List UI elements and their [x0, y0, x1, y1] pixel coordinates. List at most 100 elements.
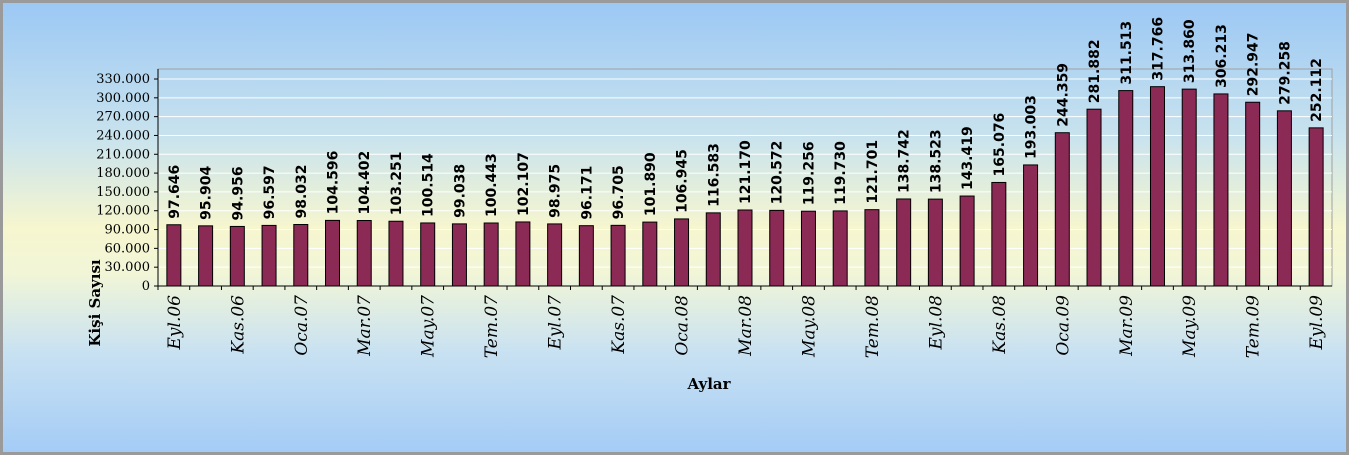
- bar: [1054, 132, 1070, 287]
- bar: [1181, 88, 1197, 287]
- data-label: 106.945: [675, 149, 691, 213]
- bar: [261, 224, 277, 287]
- bar: [864, 209, 880, 287]
- data-label: 98.032: [294, 164, 310, 218]
- bar: [927, 198, 943, 287]
- data-label: 116.583: [706, 143, 722, 207]
- x-tick-label: Oca.09: [1053, 295, 1073, 356]
- data-label: 292.947: [1246, 32, 1262, 96]
- y-tick-label: 150.000: [96, 185, 150, 200]
- x-tick-label: Kas.06: [228, 295, 248, 355]
- bar: [1118, 90, 1134, 287]
- y-tick-label: 120.000: [96, 204, 150, 219]
- data-label: 121.701: [865, 140, 881, 204]
- x-tick-label: Mar.08: [736, 295, 756, 357]
- x-tick-label: Tem.09: [1244, 295, 1264, 358]
- data-label: 138.523: [928, 129, 944, 193]
- bar: [991, 181, 1007, 287]
- bar: [293, 224, 309, 287]
- bar: [1276, 110, 1292, 287]
- bar: [705, 212, 721, 287]
- bar: [1245, 101, 1261, 287]
- data-label: 281.882: [1087, 39, 1103, 103]
- x-tick-label: Kas.08: [990, 295, 1010, 355]
- x-axis-title: Aylar: [686, 375, 731, 393]
- bar: [420, 222, 436, 287]
- data-label: 98.975: [548, 164, 564, 218]
- bar: [896, 198, 912, 287]
- x-tick-label: Eyl.08: [926, 295, 946, 351]
- data-label: 138.742: [897, 129, 913, 193]
- y-tick-label: 210.000: [96, 147, 150, 162]
- data-labels: 97.646 95.904 94.956 96.597 98.032 104.596 104…: [167, 17, 1325, 221]
- bar: [451, 223, 467, 287]
- x-axis-ticks: Eyl.06 Kas.06 Oca.07 Mar.07 May.07 Tem.07 Eyl.…: [157, 286, 1327, 358]
- y-tick-label: 330.000: [96, 72, 150, 87]
- data-label: 143.419: [960, 126, 976, 190]
- data-label: 313.860: [1182, 19, 1198, 83]
- bar: [1149, 86, 1165, 287]
- data-label: 120.572: [770, 141, 786, 205]
- bar: [1086, 108, 1102, 287]
- gridlines: [158, 78, 1332, 268]
- bar: [642, 221, 658, 287]
- data-label: 244.359: [1055, 63, 1071, 127]
- data-label: 104.402: [357, 151, 373, 215]
- bar: [674, 218, 690, 287]
- x-tick-label: Kas.07: [609, 295, 629, 355]
- bar: [832, 210, 848, 287]
- data-label: 94.956: [230, 166, 246, 220]
- y-tick-label: 240.000: [96, 128, 150, 143]
- data-label: 104.596: [326, 151, 342, 215]
- data-label: 96.171: [579, 166, 595, 220]
- data-label: 119.730: [833, 141, 849, 205]
- bar: [610, 224, 626, 287]
- data-label: 96.597: [262, 165, 278, 219]
- x-tick-label: Oca.08: [673, 295, 693, 356]
- data-label: 100.514: [421, 153, 437, 217]
- data-label: 103.251: [389, 151, 405, 215]
- bar: [1213, 93, 1229, 287]
- data-label: 279.258: [1277, 41, 1293, 105]
- bar: [959, 195, 975, 287]
- x-tick-label: May.09: [1180, 295, 1200, 358]
- data-label: 96.705: [611, 165, 627, 219]
- data-label: 306.213: [1214, 24, 1230, 88]
- data-label: 99.038: [452, 164, 468, 218]
- data-label: 311.513: [1119, 21, 1135, 85]
- bar: [800, 210, 816, 287]
- bar: [737, 209, 753, 287]
- y-axis-ticks: 0 30.000 60.000 90.000 120.000 150.000 180.000…: [96, 72, 158, 294]
- y-tick-label: 60.000: [105, 241, 151, 256]
- y-tick-label: 90.000: [105, 223, 151, 238]
- bar-chart: 0 30.000 60.000 90.000 120.000 150.000 180.000…: [86, 17, 1333, 393]
- data-label: 317.766: [1150, 17, 1166, 81]
- bar: [483, 222, 499, 287]
- y-tick-label: 300.000: [96, 91, 150, 106]
- data-label: 97.646: [167, 165, 183, 219]
- y-tick-label: 30.000: [105, 260, 151, 275]
- bar: [388, 220, 404, 287]
- bar: [229, 225, 245, 287]
- data-label: 119.256: [801, 141, 817, 205]
- bar: [515, 221, 531, 287]
- y-tick-label: 180.000: [96, 166, 150, 181]
- data-label: 101.890: [643, 152, 659, 216]
- y-tick-label: 270.000: [96, 110, 150, 125]
- bar: [769, 209, 785, 287]
- y-axis-title: Kişi Sayısı: [86, 259, 104, 347]
- data-label: 95.904: [199, 166, 215, 220]
- data-label: 102.107: [516, 152, 532, 216]
- bar: [198, 225, 214, 287]
- x-tick-label: Mar.09: [1117, 295, 1137, 357]
- bar: [1308, 127, 1324, 287]
- x-tick-label: Oca.07: [292, 295, 312, 356]
- y-tick-label: 0: [142, 279, 150, 294]
- bar: [166, 224, 182, 287]
- x-tick-label: Eyl.07: [546, 295, 566, 351]
- bar: [325, 219, 341, 287]
- bar: [547, 223, 563, 287]
- x-tick-label: Eyl.09: [1307, 295, 1327, 351]
- x-tick-label: Tem.07: [482, 295, 502, 358]
- data-label: 165.076: [992, 113, 1008, 177]
